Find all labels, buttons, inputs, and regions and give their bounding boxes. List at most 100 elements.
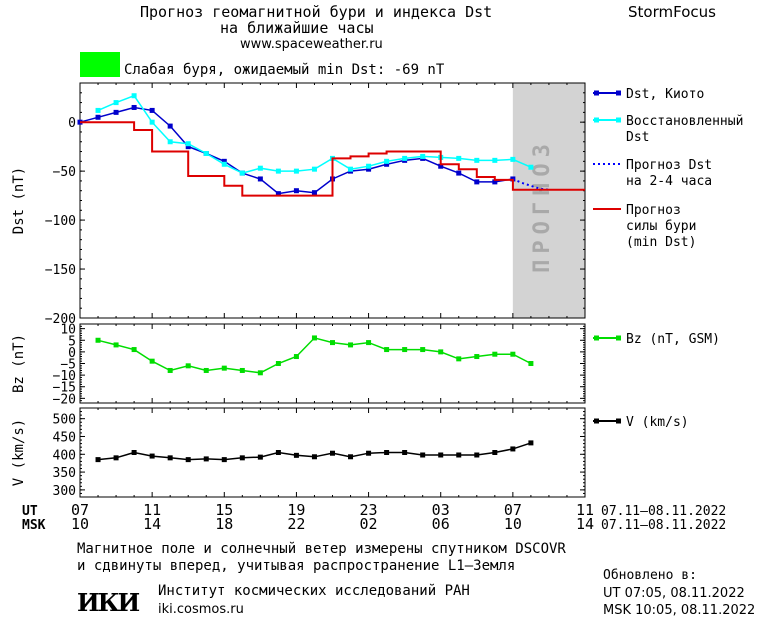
bz-point: [167, 367, 173, 373]
legend-label: Прогноз: [626, 203, 681, 218]
v-point: [311, 454, 317, 460]
dst-point: [311, 190, 317, 196]
dst-point: [167, 123, 173, 129]
legend-label: (min Dst): [626, 235, 696, 250]
v-point: [348, 454, 354, 460]
v-point: [167, 455, 173, 461]
bz-point: [348, 342, 354, 348]
footer-note-line1: Магнитное поле и солнечный ветер измерен…: [77, 541, 566, 557]
legend-label: на 2-4 часа: [626, 174, 712, 189]
v-point: [528, 440, 534, 446]
ut-tick-label: 07: [71, 501, 89, 519]
bz-point: [366, 340, 372, 346]
bz-series-line-0: [97, 337, 532, 374]
dst-point: [257, 176, 263, 182]
dst-point: [474, 179, 480, 185]
dst-point: [203, 151, 209, 156]
msk-tick-label: 10: [504, 515, 522, 533]
v-point: [239, 455, 245, 461]
chart-title: Прогноз геомагнитной бури и индекса Dst: [140, 3, 493, 21]
y-tick-label: −15: [53, 381, 76, 396]
v-y-label: V (km/s): [11, 419, 27, 486]
ut-date-range: 07.11–08.11.2022: [601, 504, 726, 519]
v-point: [510, 446, 516, 452]
dst-point: [275, 168, 281, 174]
msk-tick-label: 02: [360, 515, 378, 533]
legend-marker: [594, 335, 599, 341]
dst-point: [492, 157, 498, 163]
legend-marker: [616, 418, 621, 424]
legend-marker: [616, 335, 621, 341]
ut-tick-label: 23: [360, 501, 378, 519]
legend-label: Dst: [626, 130, 649, 145]
legend-marker: [594, 418, 599, 424]
y-tick-label: 400: [53, 448, 76, 463]
legend-marker: [616, 90, 621, 96]
v-point: [275, 450, 281, 455]
dst-point: [384, 158, 390, 164]
legend-label: Восстановленный: [626, 114, 743, 129]
y-tick-label: 0: [68, 346, 76, 361]
dst-point: [311, 166, 317, 172]
dst-point: [293, 188, 299, 194]
y-tick-label: −10: [53, 369, 76, 384]
legend-label: Прогноз Dst: [626, 158, 712, 173]
msk-tick-label: 18: [215, 515, 233, 533]
legend-label: Dst, Киото: [626, 87, 704, 102]
msk-axis-label: MSK: [22, 518, 46, 533]
site-url[interactable]: www.spaceweather.ru: [240, 37, 383, 52]
bz-point: [203, 367, 209, 373]
dst-point: [221, 161, 227, 167]
ut-tick-label: 19: [287, 501, 305, 519]
legend-label: V (km/s): [626, 415, 689, 430]
dst-point: [402, 155, 408, 161]
dst-point: [149, 107, 155, 113]
y-tick-label: 500: [53, 413, 76, 428]
dst-point: [95, 114, 101, 120]
bz-point: [420, 347, 426, 353]
brand-name: StormFocus: [628, 3, 716, 21]
v-point: [221, 457, 227, 463]
v-panel: 500 450 400 350 300 V (km/s): [11, 407, 586, 499]
bz-point: [113, 342, 119, 348]
v-point: [95, 457, 101, 463]
v-point: [492, 450, 498, 455]
dst-point: [167, 139, 173, 145]
dst-point: [510, 156, 516, 162]
msk-tick-label: 06: [432, 515, 450, 533]
dst-point: [221, 158, 227, 164]
institute-url[interactable]: iki.cosmos.ru: [158, 602, 244, 617]
dst-point: [275, 191, 281, 197]
dst-point: [366, 166, 372, 172]
bz-point: [384, 347, 390, 353]
dst-point: [95, 107, 101, 113]
ut-tick-label: 11: [576, 501, 594, 519]
updated-label: Обновлено в:: [603, 568, 697, 583]
updated-ut: UT 07:05, 08.11.2022: [603, 586, 745, 601]
v-point: [293, 452, 299, 458]
msk-tick-label: 14: [143, 515, 161, 533]
dst-point: [366, 163, 372, 169]
dst-series-line-3: [80, 121, 585, 197]
dst-point: [131, 93, 137, 99]
v-point: [366, 450, 372, 456]
v-point: [330, 450, 335, 456]
v-point: [420, 452, 426, 458]
ut-tick-label: 07: [504, 501, 522, 519]
dst-point: [185, 141, 191, 147]
legend-label: Bz (nT, GSM): [626, 332, 720, 347]
bz-point: [492, 351, 498, 357]
dst-point: [384, 161, 390, 167]
ut-tick-label: 03: [432, 501, 450, 519]
updated-msk: MSK 10:05, 08.11.2022: [603, 603, 756, 618]
bz-point: [185, 363, 191, 369]
dst-point: [420, 153, 426, 159]
v-point: [149, 453, 155, 459]
msk-tick-label: 14: [576, 515, 594, 533]
dst-panel: ПРОГНОЗ 0 −50 −100 −150 −200 Dst (nT): [11, 82, 586, 327]
v-point: [113, 455, 119, 461]
bz-point: [510, 351, 516, 357]
v-point: [438, 452, 444, 458]
